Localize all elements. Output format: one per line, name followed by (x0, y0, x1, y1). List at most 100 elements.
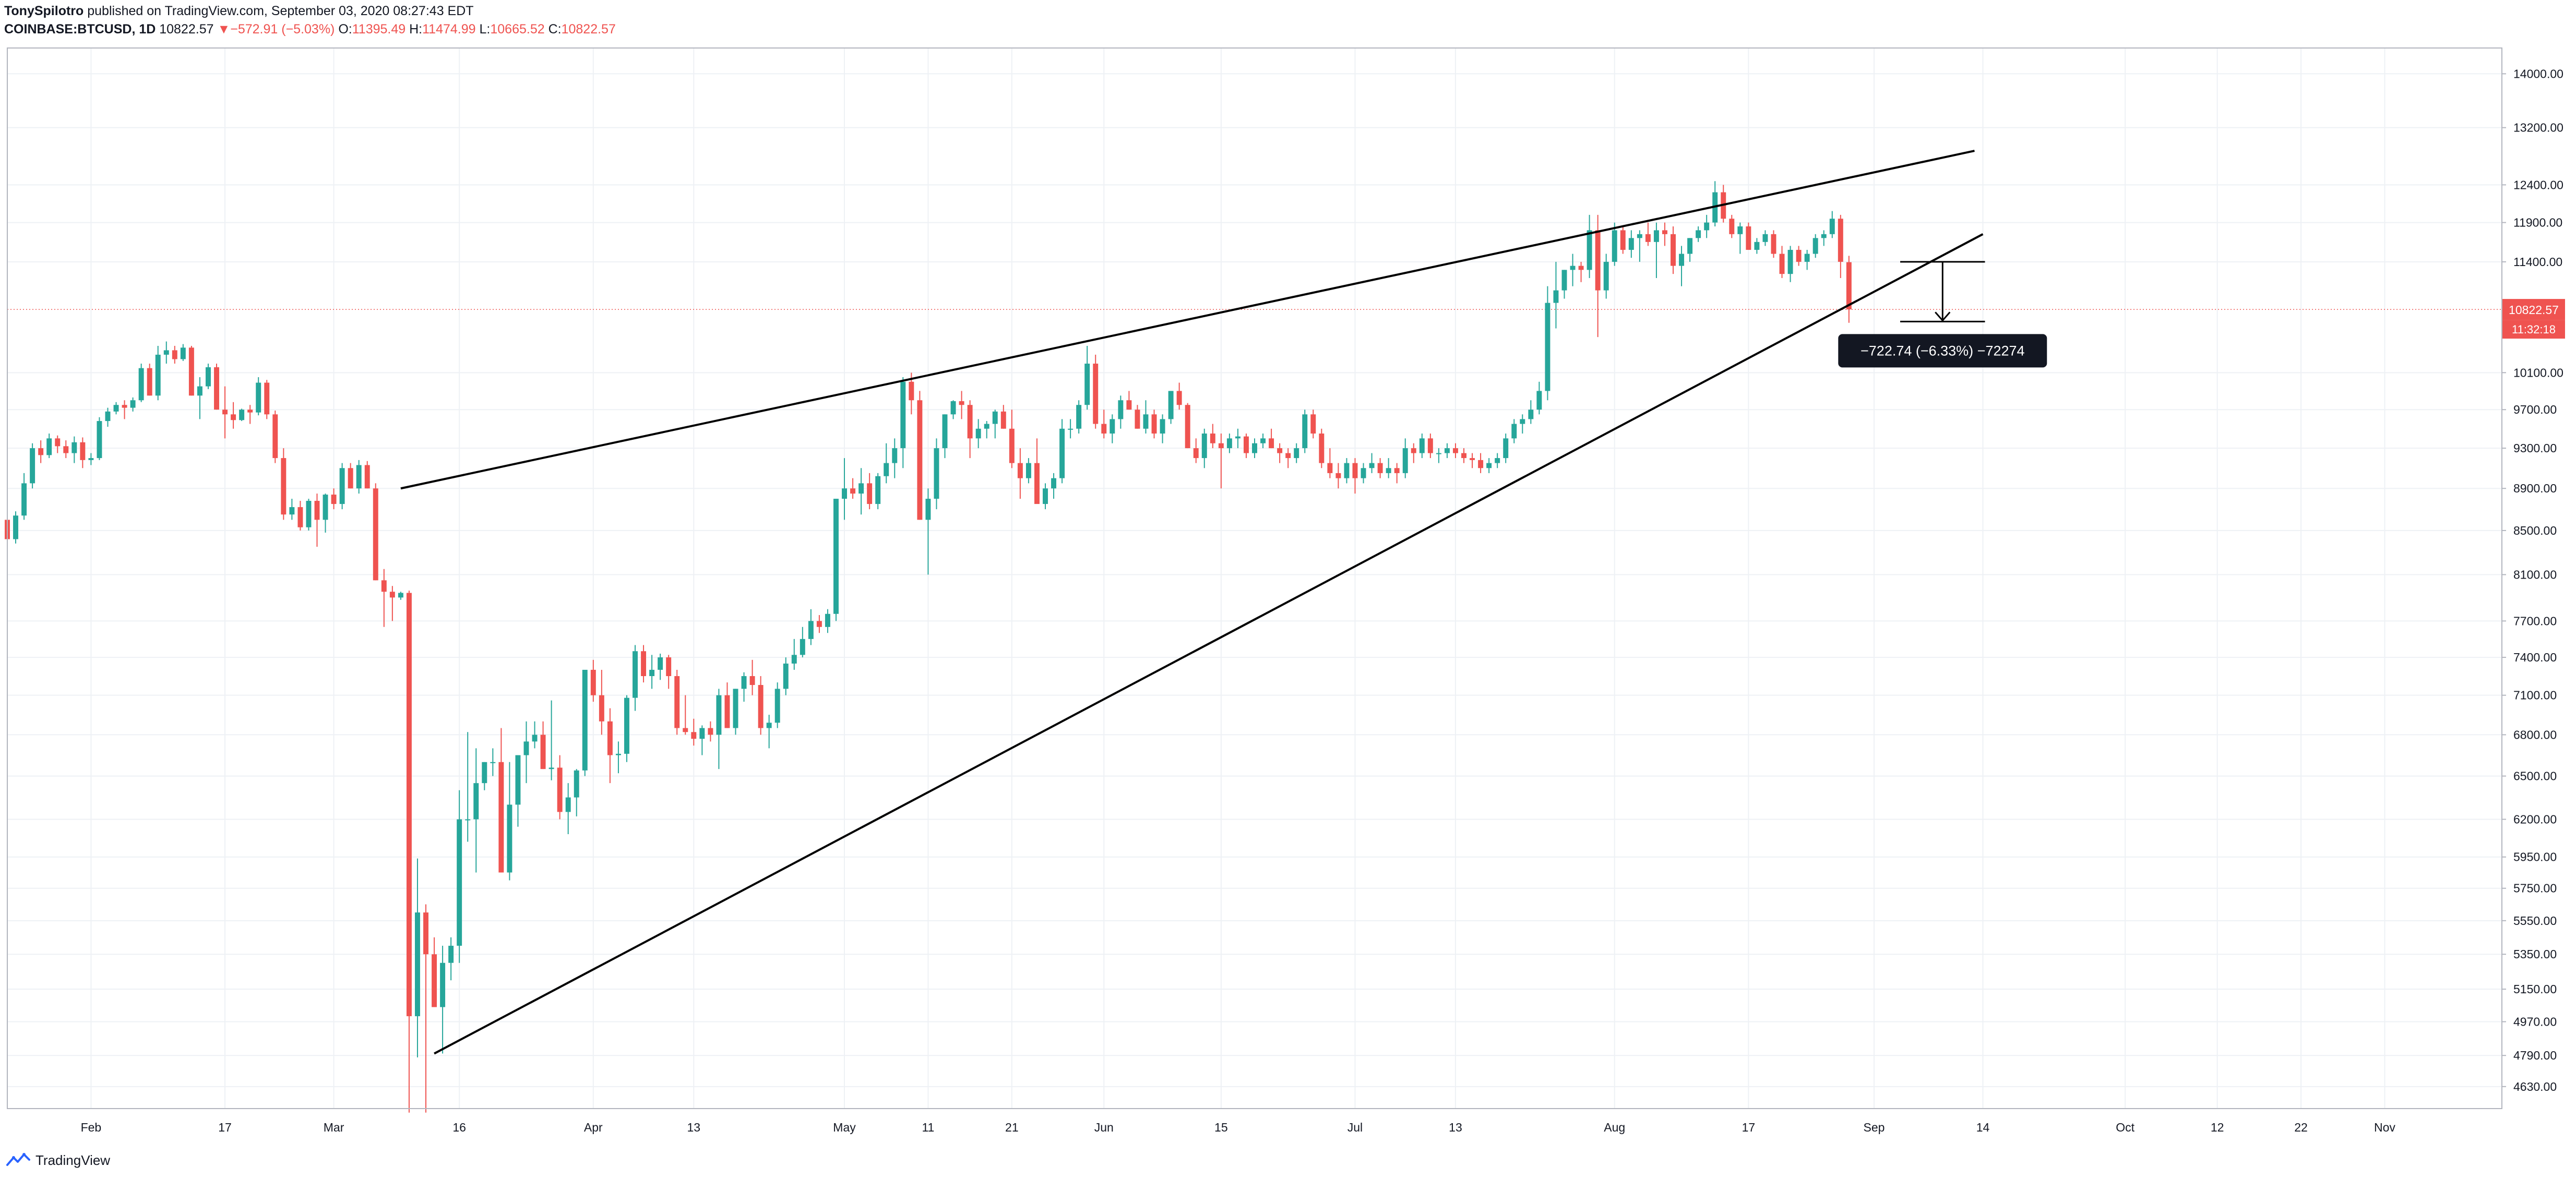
candle (1319, 428, 1325, 468)
candle (783, 657, 789, 695)
candle-body (1653, 230, 1659, 242)
candle (1771, 230, 1776, 258)
candle-body (1796, 249, 1802, 262)
candle-body (791, 655, 797, 664)
candle (415, 858, 420, 1057)
candle (197, 377, 202, 419)
candle-body (205, 367, 211, 387)
candle (440, 945, 446, 1054)
candle (1704, 214, 1710, 238)
candle (1444, 443, 1450, 459)
candle (724, 682, 730, 728)
candle-body (557, 767, 563, 812)
candle-body (30, 448, 35, 484)
candle (1511, 419, 1517, 443)
candle-body (1687, 238, 1693, 254)
candle (339, 463, 345, 510)
chart-grid (7, 48, 2502, 1109)
candle (1779, 246, 1785, 278)
candle-body (1076, 405, 1082, 429)
x-tick-label: Jun (1094, 1121, 1114, 1134)
candle-body (708, 728, 713, 735)
x-tick-label: 14 (1976, 1121, 1990, 1134)
candle (1210, 424, 1215, 449)
candle (155, 345, 161, 401)
y-tick-label: 8900.00 (2513, 482, 2557, 495)
candle (816, 615, 822, 633)
candle-body (1068, 428, 1074, 430)
candle (30, 443, 35, 489)
y-tick-label: 6800.00 (2513, 728, 2557, 741)
y-tick-label: 8500.00 (2513, 524, 2557, 537)
candle-body (975, 428, 981, 439)
candle (423, 904, 428, 1113)
candle (38, 440, 44, 463)
candle (800, 627, 805, 658)
candle-body (674, 676, 680, 728)
low-label: L: (479, 22, 491, 37)
candle-body (540, 735, 546, 769)
candle (758, 676, 764, 735)
candle (992, 410, 998, 439)
candle-body (1812, 238, 1818, 254)
candle-body (1168, 391, 1174, 419)
last-value: 10822.57 (159, 22, 214, 37)
candle-body (415, 912, 420, 1016)
candle-body (507, 804, 512, 873)
candle-body (808, 621, 814, 639)
chart-frame (7, 47, 2502, 1109)
candle-body (323, 495, 328, 520)
candle-body (582, 669, 588, 771)
candle-body (138, 368, 144, 401)
candle (1269, 428, 1274, 449)
footer-brand[interactable]: TradingView (6, 1146, 110, 1175)
candle (1226, 434, 1232, 453)
price-axis[interactable]: 14000.00 13200.00 12400.00 11900.00 11400.00… (2502, 67, 2563, 1093)
upper-trendline[interactable] (400, 150, 1975, 490)
candle-body (1612, 230, 1617, 262)
candle-body (389, 592, 395, 598)
candle (46, 434, 52, 459)
candle (507, 762, 512, 881)
candle-body (590, 669, 596, 695)
candle (1662, 222, 1667, 246)
candle (1310, 410, 1316, 439)
candle-body (113, 405, 119, 412)
candle-body (1218, 443, 1224, 449)
candle (1051, 473, 1057, 499)
time-axis[interactable]: Feb 17 Mar 16 Apr 13 May 11 21 Jun 15 Jul 13 Aug 17 Sep… (81, 1121, 2396, 1134)
candle (658, 653, 663, 680)
candle-body (1017, 463, 1023, 478)
change-value: −572.91 (−5.03%) (230, 22, 335, 37)
candle-body (231, 414, 236, 420)
candle (523, 721, 529, 784)
candle (950, 400, 956, 419)
candle (1838, 214, 1843, 278)
candle (540, 721, 546, 769)
candle-body (666, 657, 672, 677)
candle-body (1143, 414, 1149, 429)
candle-body (967, 405, 973, 439)
candle (649, 655, 655, 689)
candle-body (188, 347, 194, 396)
candle-body (1545, 303, 1551, 391)
candle-body (683, 728, 688, 732)
candle-body (565, 797, 571, 812)
candle-body (858, 483, 864, 494)
candle-body (1302, 414, 1308, 449)
candle (314, 494, 320, 547)
candle (1235, 428, 1241, 449)
candle (1193, 438, 1199, 463)
candle-body (934, 448, 939, 499)
candle-body (1671, 234, 1676, 266)
candle-body (716, 695, 722, 735)
candle (900, 377, 906, 468)
author-name[interactable]: TonySpilotro (4, 4, 84, 18)
candle (1762, 230, 1768, 246)
candles-layer (5, 181, 1852, 1113)
lower-trendline[interactable] (434, 233, 1984, 1055)
candle (381, 569, 387, 627)
candle (766, 715, 772, 749)
candle (88, 453, 94, 465)
